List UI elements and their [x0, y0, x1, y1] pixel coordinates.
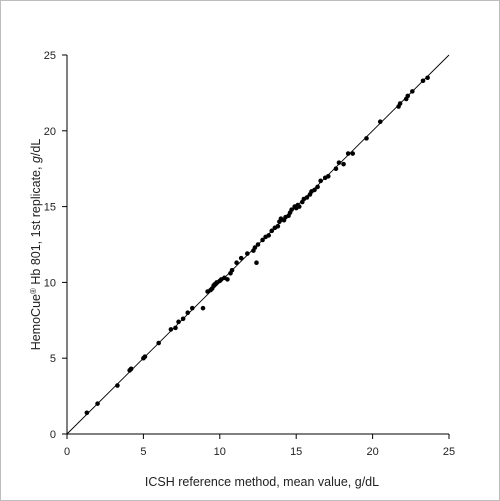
- x-tick-label: 10: [214, 446, 226, 458]
- data-point: [405, 93, 411, 99]
- data-point: [173, 325, 178, 331]
- data-point: [84, 410, 90, 416]
- x-tick-label: 0: [64, 446, 70, 458]
- data-point: [333, 166, 339, 171]
- x-tick-label: 25: [443, 446, 455, 458]
- x-axis-title: ICSH reference method, mean value, g/dL: [145, 475, 379, 489]
- data-point: [260, 237, 265, 243]
- y-axis-title: HemoCue® Hb 801, 1st replicate, g/dL: [29, 139, 44, 351]
- data-point: [245, 251, 250, 256]
- data-point: [275, 224, 281, 229]
- y-axis-title-part-3: /dL: [29, 139, 43, 156]
- y-axis-title-unit-g: g: [29, 156, 43, 163]
- data-point: [304, 195, 310, 200]
- data-point: [180, 316, 186, 322]
- data-point: [336, 160, 342, 165]
- data-points: [84, 75, 430, 416]
- data-point: [234, 260, 239, 265]
- data-point: [350, 151, 356, 156]
- y-tick-label: 5: [50, 353, 56, 365]
- x-ticks: 0 5 10 15 20 25: [64, 434, 455, 458]
- data-point: [269, 228, 275, 234]
- data-point: [252, 245, 258, 250]
- x-tick-label: 20: [366, 446, 378, 458]
- y-tick-label: 0: [50, 429, 56, 441]
- data-point: [364, 136, 369, 141]
- data-point: [397, 101, 403, 106]
- data-point: [156, 340, 161, 346]
- data-point: [341, 161, 346, 167]
- y-ticks: 0 5 10 15 20 25: [44, 50, 67, 441]
- y-tick-label: 20: [44, 126, 56, 138]
- data-point: [420, 78, 426, 84]
- data-point: [128, 366, 134, 372]
- data-point: [266, 233, 271, 238]
- data-point: [318, 178, 323, 184]
- y-axis-title-part-1: HemoCue: [29, 294, 43, 350]
- data-point: [185, 310, 191, 316]
- data-point: [315, 184, 320, 190]
- data-point: [312, 187, 317, 193]
- y-axis-title-part-2: Hb 801, 1st replicate,: [29, 163, 43, 288]
- y-axis-title-registered: ®: [29, 288, 38, 294]
- y-tick-label: 25: [44, 50, 56, 62]
- data-point: [176, 319, 181, 325]
- data-point: [296, 204, 302, 209]
- x-tick-label: 5: [140, 446, 146, 458]
- y-tick-label: 10: [44, 277, 56, 289]
- data-point: [189, 305, 195, 311]
- data-point: [345, 151, 351, 156]
- data-point: [254, 260, 259, 265]
- x-tick-label: 15: [290, 446, 302, 458]
- data-point: [115, 383, 120, 388]
- y-tick-label: 15: [44, 202, 56, 214]
- data-point: [255, 242, 261, 247]
- data-point: [425, 75, 430, 81]
- data-point: [225, 277, 230, 282]
- data-point: [238, 255, 244, 261]
- data-point: [168, 327, 174, 332]
- data-point: [377, 119, 383, 125]
- data-point: [95, 401, 100, 406]
- data-point: [229, 267, 235, 273]
- data-point: [200, 305, 206, 311]
- data-point: [142, 354, 148, 359]
- data-point: [410, 89, 415, 94]
- data-point: [289, 207, 294, 212]
- data-point: [325, 173, 331, 179]
